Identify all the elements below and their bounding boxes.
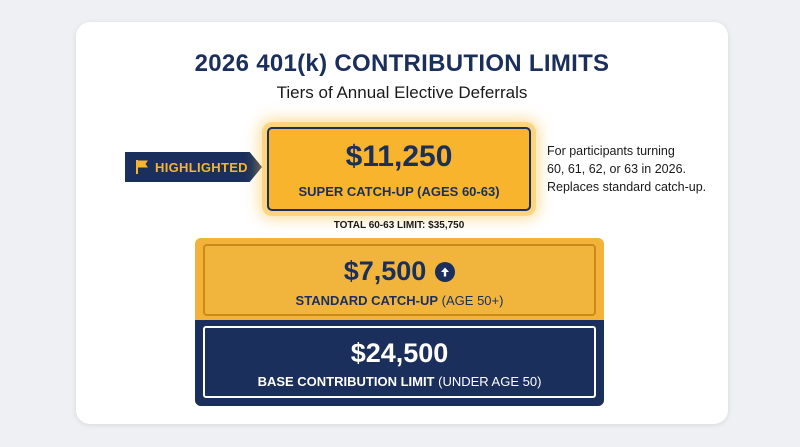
- note-line: 60, 61, 62, or 63 in 2026.: [547, 162, 686, 176]
- note-line: Replaces standard catch-up.: [547, 180, 707, 194]
- standard-catch-up-label-strong: STANDARD CATCH-UP: [295, 293, 439, 308]
- super-catch-up-tier: $11,250 SUPER CATCH-UP (AGES 60-63): [267, 127, 531, 211]
- flag-icon: [136, 160, 148, 174]
- highlighted-badge-label: HIGHLIGHTED: [155, 159, 248, 175]
- super-catch-up-label: SUPER CATCH-UP (AGES 60-63): [298, 184, 500, 199]
- standard-catch-up-label: STANDARD CATCH-UP (AGE 50+): [205, 293, 594, 308]
- super-catch-up-note: For participants turning 60, 61, 62, or …: [547, 142, 727, 196]
- standard-catch-up-amount: $7,500: [343, 256, 427, 286]
- standard-catch-up-tier: $7,500 STANDARD CATCH-UP (AGE 50+): [203, 244, 596, 316]
- page-subtitle: Tiers of Annual Elective Deferrals: [276, 83, 528, 102]
- highlighted-badge: HIGHLIGHTED: [125, 152, 262, 182]
- page-title: 2026 401(k) CONTRIBUTION LIMITS: [194, 50, 610, 77]
- base-contribution-inner: $24,500 BASE CONTRIBUTION LIMIT (UNDER A…: [203, 326, 596, 398]
- base-contribution-label: BASE CONTRIBUTION LIMIT (UNDER AGE 50): [205, 374, 594, 389]
- arrow-up-icon: [435, 261, 456, 282]
- base-contribution-amount: $24,500: [350, 338, 449, 368]
- total-limit-note: TOTAL 60-63 LIMIT: $35,750: [333, 220, 465, 231]
- note-line: For participants turning: [547, 144, 675, 158]
- super-catch-up-amount: $11,250: [345, 140, 453, 173]
- base-contribution-label-strong: BASE CONTRIBUTION LIMIT: [257, 374, 435, 389]
- infographic-card: 2026 401(k) CONTRIBUTION LIMITS Tiers of…: [76, 22, 728, 424]
- base-contribution-tier: $24,500 BASE CONTRIBUTION LIMIT (UNDER A…: [195, 320, 604, 406]
- standard-catch-up-label-rest: (AGE 50+): [438, 293, 504, 308]
- base-contribution-label-rest: (UNDER AGE 50): [434, 374, 542, 389]
